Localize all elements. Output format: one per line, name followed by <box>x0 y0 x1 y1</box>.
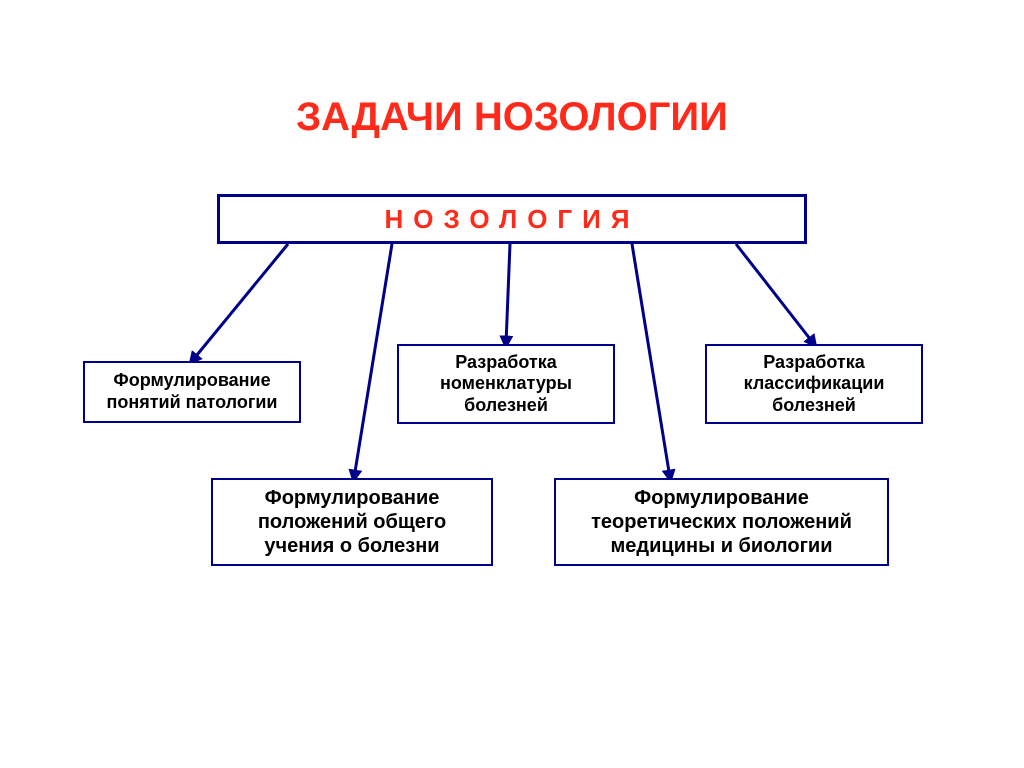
node-n3: Разработка классификации болезней <box>705 344 923 424</box>
edge <box>632 244 670 478</box>
node-n5: Формулирование теоретических положений м… <box>554 478 889 566</box>
node-n4: Формулирование положений общего учения о… <box>211 478 493 566</box>
edge <box>506 244 510 344</box>
node-n2: Разработка номенклатуры болезней <box>397 344 615 424</box>
edge <box>736 244 814 344</box>
diagram-canvas: ЗАДАЧИ НОЗОЛОГИИ НОЗОЛОГИЯ Формулировани… <box>0 0 1024 768</box>
edge <box>192 244 288 361</box>
node-n1: Формулирование понятий патологии <box>83 361 301 423</box>
edge <box>354 244 392 478</box>
